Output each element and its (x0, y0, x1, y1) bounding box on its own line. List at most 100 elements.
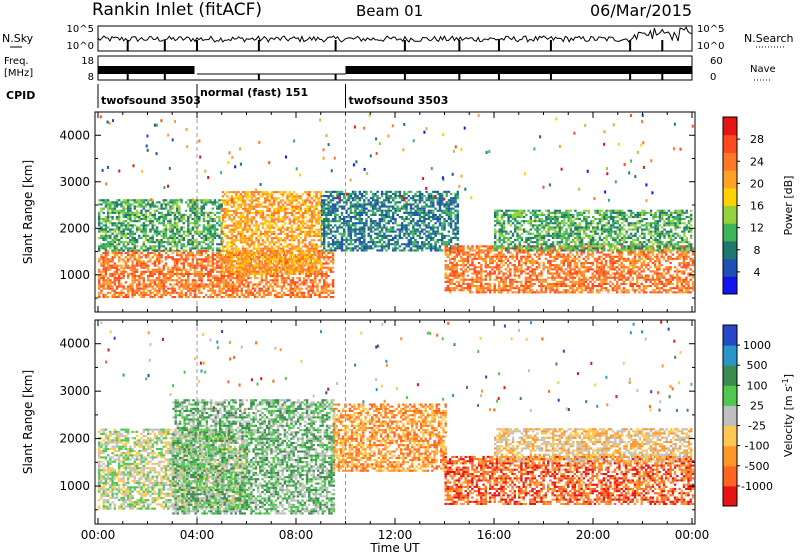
heatmap-cell (290, 249, 294, 252)
heatmap-cell (314, 281, 317, 284)
heatmap-cell (104, 266, 108, 269)
heatmap-cell (135, 241, 139, 244)
heatmap-cell (327, 190, 330, 193)
heatmap-cell (187, 277, 190, 280)
heatmap-cell (230, 230, 234, 233)
heatmap-cell (211, 268, 214, 271)
heatmap-cell (158, 279, 161, 282)
heatmap-cell (167, 228, 170, 231)
heatmap-cell (122, 213, 125, 216)
heatmap-cell (297, 260, 300, 263)
heatmap-cell (425, 224, 428, 227)
heatmap-cell (455, 270, 458, 273)
heatmap-cell (306, 209, 309, 212)
heatmap-cell (293, 256, 296, 259)
heatmap-cell (122, 277, 125, 280)
heatmap-cell (452, 232, 455, 235)
heatmap-cell (314, 291, 317, 294)
heatmap-cell (313, 260, 316, 263)
heatmap-cell (261, 251, 265, 254)
heatmap-cell (416, 224, 419, 227)
heatmap-cell (207, 262, 210, 265)
heatmap-cell (230, 251, 234, 254)
heatmap-cell (151, 252, 154, 255)
heatmap-cell (158, 230, 161, 233)
heatmap-cell (224, 249, 227, 252)
heatmap-cell (235, 237, 238, 240)
heatmap-cell (400, 226, 404, 229)
heatmap-cell (315, 201, 318, 204)
heatmap-cell (455, 262, 458, 265)
heatmap-cell (138, 226, 141, 229)
heatmap-cell (113, 272, 116, 275)
heatmap-cell (445, 220, 448, 223)
heatmap-cell (329, 220, 333, 223)
heatmap-cell (252, 193, 256, 196)
heatmap-cell (295, 247, 298, 250)
heatmap-cell (227, 277, 230, 280)
heatmap-cell (198, 216, 201, 219)
heatmap-cell (347, 199, 350, 202)
heatmap-cell (269, 252, 272, 255)
heatmap-cell (309, 287, 312, 290)
heatmap-cell (124, 226, 128, 229)
heatmap-cell (453, 282, 456, 285)
heatmap-cell (345, 222, 348, 225)
heatmap-cell (109, 291, 112, 294)
heatmap-cell (307, 277, 310, 280)
heatmap-cell (354, 197, 357, 200)
heatmap-cell (294, 293, 297, 296)
heatmap-cell (127, 266, 130, 269)
heatmap-cell (164, 272, 168, 275)
heatmap-cell (329, 195, 333, 198)
heatmap-cell (286, 216, 289, 219)
heatmap-cell (98, 236, 101, 239)
heatmap-cell (331, 252, 335, 255)
heatmap-cell (268, 193, 271, 196)
heatmap-cell (456, 218, 459, 221)
heatmap-cell (449, 287, 452, 290)
heatmap-cell (279, 199, 283, 202)
heatmap-cell (149, 293, 152, 296)
heatmap-cell (376, 195, 379, 198)
heatmap-cell (187, 222, 190, 225)
heatmap-cell (343, 216, 346, 219)
heatmap-cell (268, 243, 271, 246)
heatmap-cell (309, 293, 312, 296)
heatmap-cell (237, 270, 240, 273)
heatmap-cell (230, 270, 234, 273)
heatmap-cell (270, 193, 274, 196)
heatmap-cell (144, 232, 148, 235)
heatmap-cell (400, 249, 404, 252)
heatmap-cell (129, 285, 132, 288)
heatmap-cell (102, 256, 105, 259)
heatmap-cell (115, 232, 119, 235)
heatmap-cell (149, 283, 152, 286)
heatmap-cell (142, 241, 145, 244)
heatmap-cell (443, 234, 446, 237)
heatmap-cell (191, 203, 194, 206)
heatmap-cell (144, 264, 148, 267)
heatmap-cell (418, 211, 422, 214)
heatmap-cell (270, 247, 274, 250)
heatmap-cell (456, 236, 459, 239)
heatmap-cell (261, 247, 265, 250)
heatmap-cell (209, 241, 212, 244)
heatmap-cell (180, 239, 183, 242)
heatmap-cell (340, 245, 344, 248)
heatmap-cell (372, 213, 375, 216)
heatmap-cell (438, 232, 442, 235)
heatmap-cell (400, 199, 404, 202)
heatmap-cell (310, 218, 314, 221)
heatmap-cell (273, 253, 276, 256)
heatmap-cell (354, 213, 357, 216)
heatmap-cell (376, 249, 379, 252)
heatmap-cell (257, 251, 260, 254)
heatmap-cell (259, 272, 262, 275)
heatmap-cell (230, 247, 234, 250)
heatmap-cell (376, 228, 379, 231)
heatmap-cell (309, 296, 312, 299)
heatmap-cell (228, 191, 231, 194)
heatmap-cell (155, 241, 159, 244)
heatmap-cell (149, 272, 152, 275)
